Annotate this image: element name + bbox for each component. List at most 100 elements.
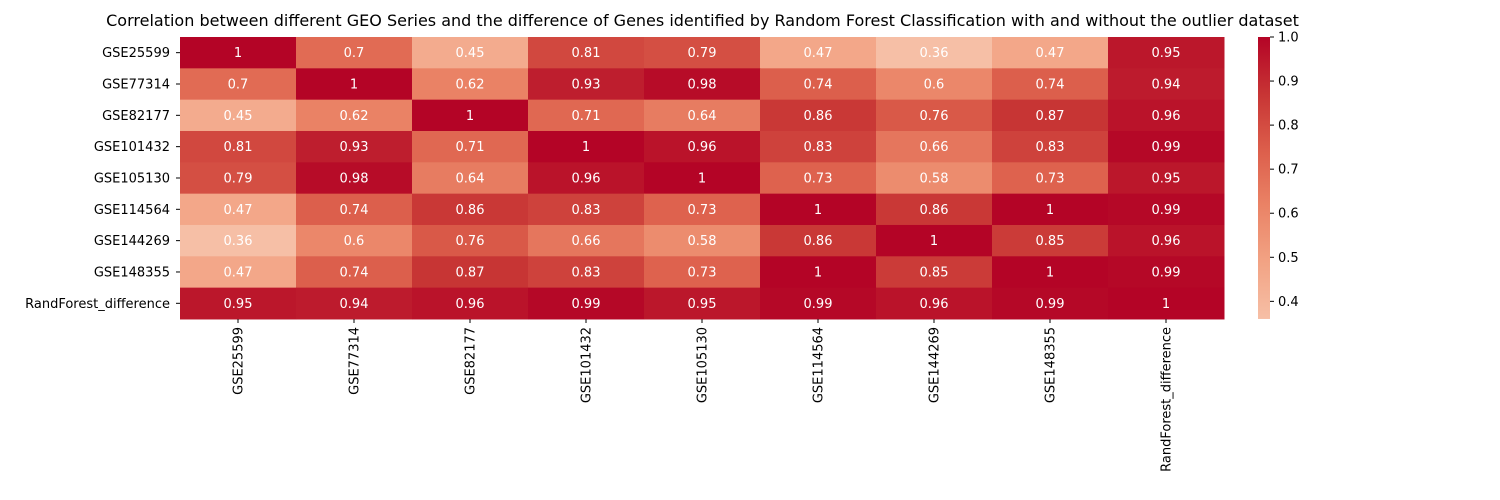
y-tick-label: GSE101432 <box>94 140 170 155</box>
heatmap-cell <box>644 130 761 163</box>
colorbar-tick-label: 1.0 <box>1278 31 1299 46</box>
cell-value-label: 0.96 <box>1152 234 1181 249</box>
heatmap-cell <box>644 224 761 257</box>
heatmap-cell <box>412 99 529 132</box>
cell-value-label: 0.94 <box>340 297 369 312</box>
heatmap-cell <box>180 162 297 195</box>
heatmap-cell <box>1108 162 1225 195</box>
cell-value-label: 0.83 <box>572 265 601 280</box>
heatmap-cell <box>876 256 993 289</box>
cell-value-label: 0.94 <box>1152 77 1181 92</box>
heatmap-cell <box>180 224 297 257</box>
heatmap-cell <box>1108 130 1225 163</box>
x-tick-label: GSE144269 <box>928 327 943 403</box>
heatmap-cell <box>876 37 993 69</box>
cell-value-label: 0.45 <box>224 109 253 124</box>
heatmap-cell <box>876 162 993 195</box>
cell-value-label: 0.86 <box>804 109 833 124</box>
cell-value-label: 0.95 <box>1152 171 1181 186</box>
colorbar-tick-label: 0.8 <box>1278 119 1299 134</box>
y-tick-label: RandForest_difference <box>25 297 170 312</box>
heatmap-cell <box>760 287 877 320</box>
cell-value-label: 0.98 <box>340 171 369 186</box>
heatmap-cell <box>296 37 413 69</box>
cell-value-label: 1 <box>698 171 706 186</box>
cell-value-label: 0.96 <box>688 140 717 155</box>
heatmap-cell <box>992 287 1109 320</box>
heatmap-cell <box>412 193 529 226</box>
cell-value-label: 0.99 <box>1152 203 1181 218</box>
heatmap-cell <box>180 37 297 69</box>
cell-value-label: 0.96 <box>1152 109 1181 124</box>
cell-value-label: 0.76 <box>920 109 949 124</box>
heatmap-cell <box>760 193 877 226</box>
heatmap-cell <box>876 287 993 320</box>
heatmap-cell <box>528 37 645 69</box>
heatmap-cell <box>760 130 877 163</box>
heatmap-cell <box>296 287 413 320</box>
heatmap-cell <box>528 130 645 163</box>
cell-value-label: 0.81 <box>224 140 253 155</box>
heatmap-cell <box>644 68 761 101</box>
cell-value-label: 0.74 <box>340 265 369 280</box>
cell-value-label: 0.47 <box>804 46 833 61</box>
cell-value-label: 1 <box>930 234 938 249</box>
x-tick-label: GSE82177 <box>464 327 479 395</box>
cell-value-label: 1 <box>234 46 242 61</box>
heatmap-cell <box>992 68 1109 101</box>
cell-value-label: 0.45 <box>456 46 485 61</box>
cell-value-label: 0.85 <box>1036 234 1065 249</box>
cell-value-label: 0.66 <box>920 140 949 155</box>
cell-value-label: 1 <box>1162 297 1170 312</box>
x-tick-label: GSE25599 <box>232 327 247 395</box>
heatmap-cell <box>760 162 877 195</box>
heatmap-cell <box>992 130 1109 163</box>
cell-value-label: 0.73 <box>1036 171 1065 186</box>
cell-value-label: 0.86 <box>920 203 949 218</box>
heatmap-cell <box>876 68 993 101</box>
cell-value-label: 0.87 <box>456 265 485 280</box>
heatmap-cell <box>180 68 297 101</box>
x-tick-label: GSE105130 <box>696 327 711 403</box>
heatmap-cell <box>876 224 993 257</box>
heatmap-cell <box>296 99 413 132</box>
cell-value-label: 0.47 <box>1036 46 1065 61</box>
cell-value-label: 0.36 <box>920 46 949 61</box>
y-tick-label: GSE148355 <box>94 265 170 280</box>
cell-value-label: 0.62 <box>340 109 369 124</box>
heatmap-cell <box>412 37 529 69</box>
heatmap-cell <box>644 37 761 69</box>
heatmap-cell <box>644 162 761 195</box>
cell-value-label: 0.98 <box>688 77 717 92</box>
heatmap-cell <box>1108 287 1225 320</box>
cell-value-label: 1 <box>466 109 474 124</box>
cell-value-label: 0.99 <box>1036 297 1065 312</box>
cell-value-label: 0.99 <box>1152 140 1181 155</box>
cell-value-label: 0.99 <box>804 297 833 312</box>
heatmap-cell <box>528 256 645 289</box>
heatmap-cell <box>296 162 413 195</box>
cell-value-label: 0.95 <box>688 297 717 312</box>
heatmap-cell <box>760 99 877 132</box>
heatmap-cell <box>1108 68 1225 101</box>
cell-value-label: 0.81 <box>572 46 601 61</box>
colorbar-tick-label: 0.5 <box>1278 251 1299 266</box>
heatmap-cell <box>528 193 645 226</box>
heatmap-cell <box>412 68 529 101</box>
heatmap-cell <box>1108 256 1225 289</box>
cell-value-label: 0.73 <box>688 203 717 218</box>
heatmap-cell <box>180 287 297 320</box>
heatmap-cell <box>644 193 761 226</box>
heatmap-cell <box>412 287 529 320</box>
cell-value-label: 0.99 <box>1152 265 1181 280</box>
y-tick-label: GSE105130 <box>94 171 170 186</box>
heatmap-cell <box>412 224 529 257</box>
y-tick-label: GSE77314 <box>102 77 170 92</box>
heatmap-cell <box>876 130 993 163</box>
cell-value-label: 1 <box>1046 203 1054 218</box>
heatmap-cell <box>760 224 877 257</box>
cell-value-label: 0.86 <box>456 203 485 218</box>
cell-value-label: 0.74 <box>1036 77 1065 92</box>
heatmap-cell <box>644 256 761 289</box>
